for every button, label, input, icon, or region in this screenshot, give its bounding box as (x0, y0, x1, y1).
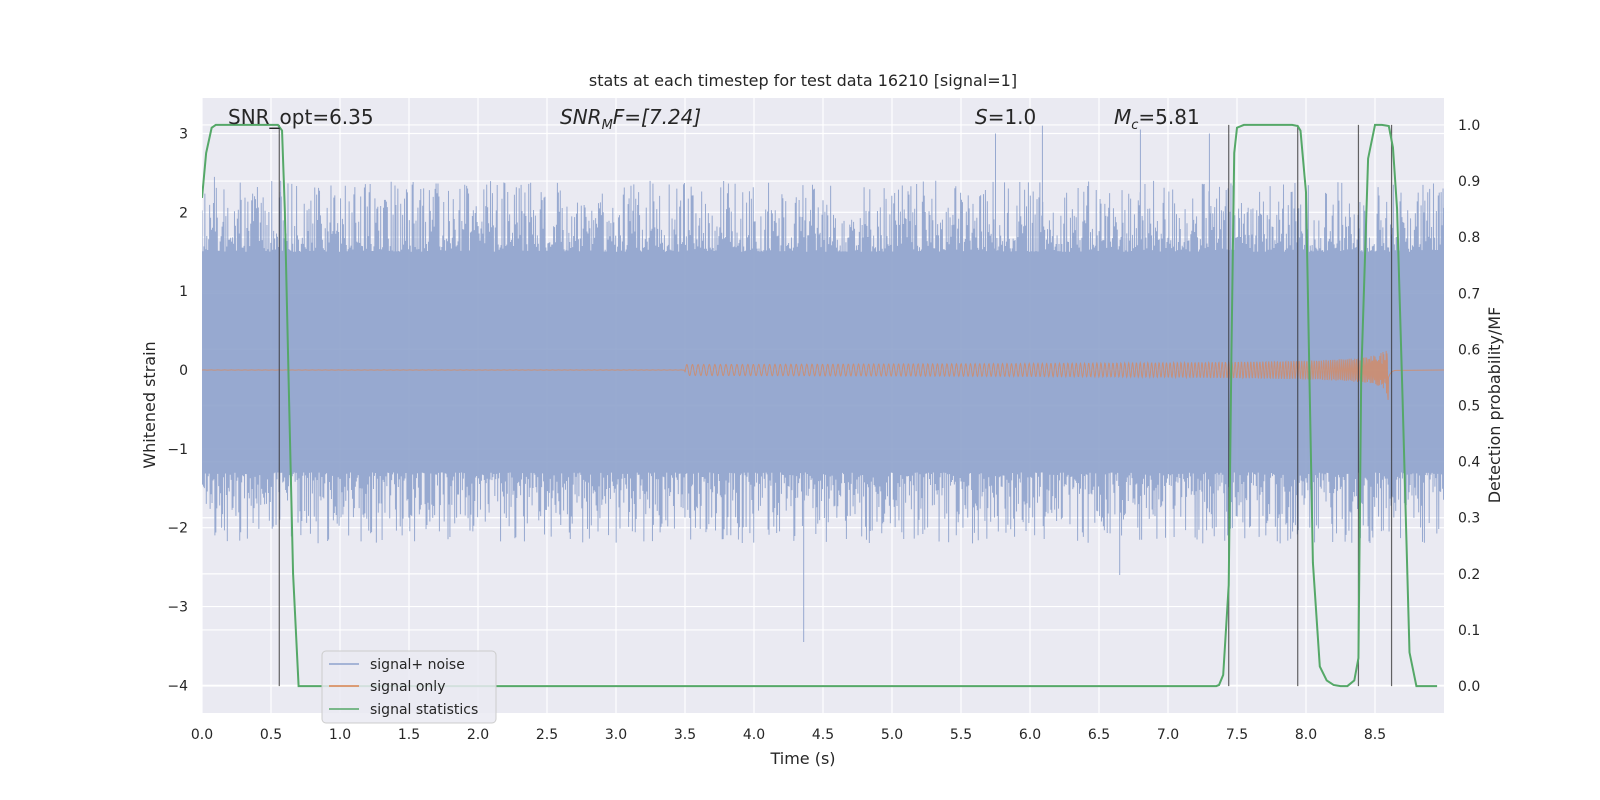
y-tick-label: 1 (179, 284, 188, 300)
legend-box (321, 650, 497, 724)
y-tick-label: 2 (179, 205, 188, 221)
snr-mf-rest: F=[7.24] (613, 105, 701, 129)
y-tick-label: −2 (167, 521, 188, 537)
x-tick-label: 5.5 (950, 727, 972, 743)
y2-tick-label: 0.6 (1458, 342, 1480, 358)
series-signal-noise (202, 125, 1444, 643)
y-axis-title: Whitened strain (140, 341, 159, 468)
annotation-s: S=1.0 (975, 105, 1036, 129)
x-tick-label: 8.5 (1364, 727, 1386, 743)
mc-sub: c (1131, 118, 1138, 133)
x-tick-label: 0.0 (191, 727, 213, 743)
mc-rest: =5.81 (1138, 105, 1199, 129)
y-tick-label: 3 (179, 126, 188, 142)
snr-mf-sub: M (602, 118, 613, 133)
x-tick-label: 7.5 (1226, 727, 1248, 743)
chart-title: stats at each timestep for test data 162… (589, 71, 1017, 90)
s-rest: =1.0 (988, 105, 1037, 129)
y2-tick-label: 0.3 (1458, 511, 1480, 527)
snr-mf-base: SNR (560, 105, 602, 129)
y-tick-label: 0 (179, 363, 188, 379)
y-tick-label: −4 (167, 678, 188, 694)
x-tick-label: 8.0 (1295, 727, 1317, 743)
x-tick-label: 1.0 (329, 727, 351, 743)
y2-tick-label: 0.9 (1458, 174, 1480, 190)
legend-label-signal-only: signal only (370, 679, 445, 695)
annotation-snr-opt: SNR_opt=6.35 (228, 105, 374, 129)
x-tick-label: 6.5 (1088, 727, 1110, 743)
x-tick-label: 1.5 (398, 727, 420, 743)
y2-tick-label: 0.8 (1458, 230, 1480, 246)
x-tick-label: 2.5 (536, 727, 558, 743)
legend-label-signal-statistics: signal statistics (370, 702, 478, 718)
y2-tick-label: 1.0 (1458, 118, 1480, 134)
series-signal-only (202, 350, 1444, 400)
series-signal-statistics (202, 123, 1438, 688)
legend: signal+ noise signal only signal statist… (321, 650, 497, 724)
y2-axis-title: Detection probability/MF (1485, 307, 1504, 504)
x-tick-label: 5.0 (881, 727, 903, 743)
y2-tick-label: 0.4 (1458, 455, 1480, 471)
y2-tick-label: 0.1 (1458, 623, 1480, 639)
x-tick-label: 2.0 (467, 727, 489, 743)
x-tick-label: 0.5 (260, 727, 282, 743)
y2-tick-label: 0.7 (1458, 286, 1480, 302)
x-tick-label: 4.5 (812, 727, 834, 743)
y2-tick-labels: 1.0 0.9 0.8 0.7 0.6 0.5 0.4 0.3 0.2 0.1 0.0 (1458, 118, 1480, 695)
s-base: S (975, 105, 988, 129)
x-tick-label: 4.0 (743, 727, 765, 743)
mc-base: M (1114, 105, 1131, 129)
y2-tick-label: 0.0 (1458, 679, 1480, 695)
y-tick-labels: 3 2 1 0 −1 −2 −3 −4 (167, 126, 188, 694)
y-tick-label: −1 (167, 442, 188, 458)
annotation-mc: Mc=5.81 (1114, 105, 1200, 133)
x-tick-label: 7.0 (1157, 727, 1179, 743)
x-tick-label: 6.0 (1019, 727, 1041, 743)
annotation-snr-mf: SNRMF=[7.24] (560, 105, 701, 133)
x-tick-labels: 0.0 0.5 1.0 1.5 2.0 2.5 3.0 3.5 4.0 4.5 5.0 5.5 6.0 6… (191, 727, 1386, 743)
x-tick-label: 3.5 (674, 727, 696, 743)
legend-label-signal-noise: signal+ noise (370, 657, 465, 673)
y2-tick-label: 0.5 (1458, 399, 1480, 415)
y-tick-label: −3 (167, 600, 188, 616)
x-tick-label: 3.0 (605, 727, 627, 743)
y2-tick-label: 0.2 (1458, 567, 1480, 583)
plot-series (202, 123, 1444, 688)
x-axis-title: Time (s) (769, 749, 835, 768)
